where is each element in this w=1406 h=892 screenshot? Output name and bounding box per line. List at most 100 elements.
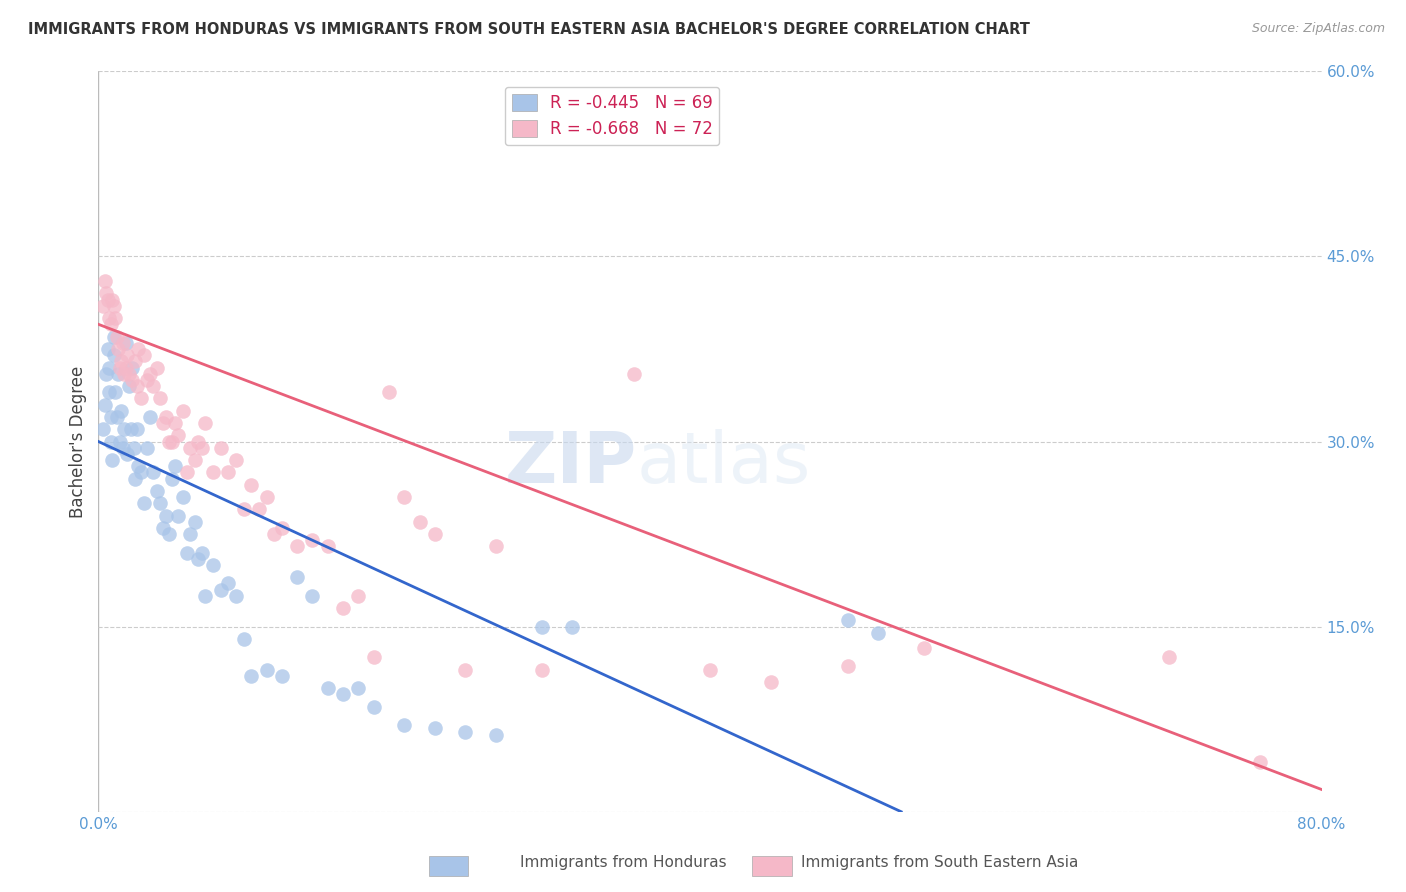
Point xyxy=(160,471,183,485)
Point xyxy=(301,533,323,548)
Point xyxy=(392,718,416,732)
Point xyxy=(98,385,121,400)
Point xyxy=(561,619,583,633)
Point xyxy=(225,589,247,603)
Point xyxy=(247,502,270,516)
Point xyxy=(176,546,198,560)
Point xyxy=(111,441,134,455)
Text: Source: ZipAtlas.com: Source: ZipAtlas.com xyxy=(1251,22,1385,36)
Point xyxy=(105,409,128,424)
Point xyxy=(347,589,370,603)
Point xyxy=(127,342,149,356)
Point xyxy=(256,490,278,504)
Point xyxy=(125,379,148,393)
Point xyxy=(187,551,209,566)
Point xyxy=(1249,756,1271,770)
Point xyxy=(157,527,180,541)
Text: ZIP: ZIP xyxy=(505,429,637,499)
Point xyxy=(217,576,239,591)
Point xyxy=(301,589,323,603)
Point xyxy=(184,515,207,529)
Text: Immigrants from South Eastern Asia: Immigrants from South Eastern Asia xyxy=(801,855,1078,870)
Point xyxy=(217,466,239,480)
Point xyxy=(316,681,339,696)
Point xyxy=(122,441,145,455)
Point xyxy=(105,329,128,343)
Point xyxy=(179,527,201,541)
Point xyxy=(232,632,254,646)
Point xyxy=(97,293,120,307)
Point xyxy=(187,434,209,449)
Point xyxy=(118,367,141,381)
Point xyxy=(530,619,553,633)
Point xyxy=(142,466,165,480)
Point xyxy=(202,466,225,480)
Point xyxy=(454,724,477,739)
Point xyxy=(108,434,131,449)
Point xyxy=(837,659,859,673)
Point xyxy=(240,669,263,683)
Point xyxy=(699,663,721,677)
Point xyxy=(163,459,186,474)
Point xyxy=(103,329,125,343)
Point xyxy=(136,441,159,455)
Point xyxy=(94,286,117,301)
Point xyxy=(176,466,198,480)
Point xyxy=(759,675,782,690)
Point xyxy=(423,721,446,735)
Point xyxy=(530,663,553,677)
Point xyxy=(155,508,177,523)
Point xyxy=(408,515,430,529)
Point xyxy=(623,367,645,381)
Point xyxy=(134,348,156,362)
Point xyxy=(101,453,124,467)
Point xyxy=(194,589,217,603)
Point xyxy=(285,540,308,554)
Point xyxy=(363,650,385,665)
Point xyxy=(100,409,122,424)
Point xyxy=(93,274,115,288)
Point xyxy=(363,699,385,714)
Point xyxy=(101,293,124,307)
Point xyxy=(332,688,354,702)
Point xyxy=(117,447,139,461)
Point xyxy=(108,360,131,375)
Point xyxy=(103,348,125,362)
Point xyxy=(129,392,152,406)
Point xyxy=(104,385,127,400)
Text: Immigrants from Honduras: Immigrants from Honduras xyxy=(520,855,727,870)
Point xyxy=(112,367,135,381)
Point xyxy=(155,409,177,424)
Point xyxy=(152,416,174,430)
Point xyxy=(485,540,508,554)
Point xyxy=(167,508,190,523)
Point xyxy=(160,434,183,449)
Point xyxy=(179,441,201,455)
Point xyxy=(191,441,214,455)
Point xyxy=(110,403,132,417)
Point xyxy=(127,459,149,474)
Point xyxy=(209,441,232,455)
Point xyxy=(392,490,416,504)
Point xyxy=(270,521,292,535)
Point xyxy=(167,428,190,442)
Point xyxy=(107,342,129,356)
Point xyxy=(485,728,508,742)
Point xyxy=(129,466,152,480)
Point xyxy=(112,422,135,436)
Point xyxy=(149,496,172,510)
Text: IMMIGRANTS FROM HONDURAS VS IMMIGRANTS FROM SOUTH EASTERN ASIA BACHELOR'S DEGREE: IMMIGRANTS FROM HONDURAS VS IMMIGRANTS F… xyxy=(28,22,1031,37)
Point xyxy=(868,625,890,640)
Point xyxy=(124,471,146,485)
Point xyxy=(240,477,263,491)
Point xyxy=(104,311,127,326)
Point xyxy=(121,360,143,375)
Point xyxy=(97,342,120,356)
Point xyxy=(184,453,207,467)
Point xyxy=(837,614,859,628)
Point xyxy=(172,490,194,504)
Point xyxy=(115,360,138,375)
Y-axis label: Bachelor's Degree: Bachelor's Degree xyxy=(69,366,87,517)
Point xyxy=(93,397,115,411)
Point xyxy=(263,527,285,541)
